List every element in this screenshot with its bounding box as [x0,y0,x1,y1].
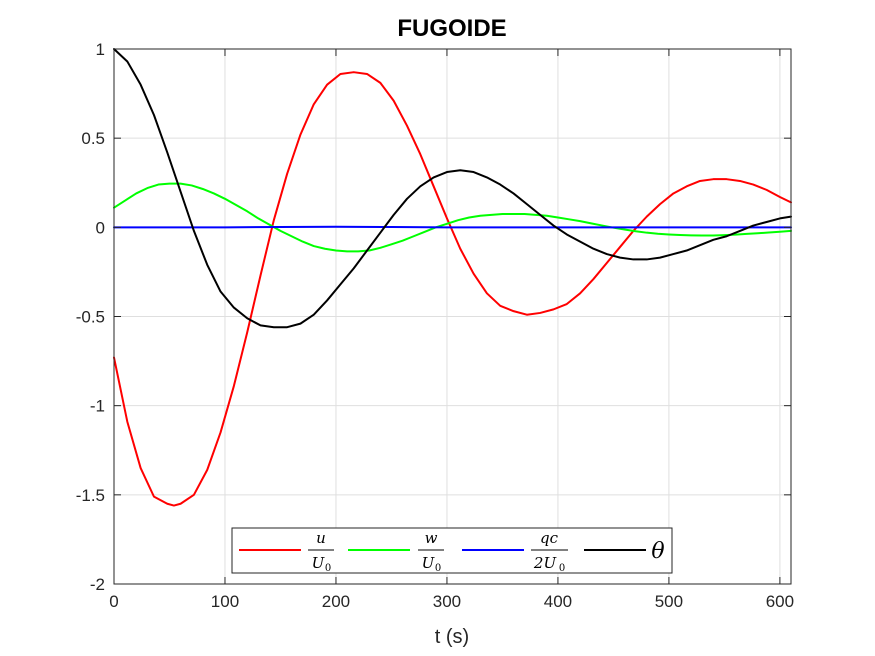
series-line-2 [113,225,792,229]
x-tick-label-500: 500 [655,592,683,611]
x-tick-label-400: 400 [544,592,572,611]
legend-u-denominator: U [312,554,326,572]
series-layer [113,48,792,507]
legend: u U 0 w U 0 qc 2U 0 θ [231,527,673,574]
y-tick-label-0: 0 [96,218,105,237]
ticks [113,48,791,585]
legend-w-denominator-sub: 0 [435,563,441,574]
series-line-1 [113,182,792,253]
x-tick-label-200: 200 [322,592,350,611]
legend-u-numerator: u [316,529,326,547]
legend-q-denominator: 2U [533,554,558,572]
legend-w-denominator: U [422,554,436,572]
series-line-3 [113,48,792,329]
x-tick-label-0: 0 [109,592,118,611]
y-tick-label--0.5: -0.5 [76,308,105,327]
y-tick-label--1.5: -1.5 [76,486,105,505]
chart-title: FUGOIDE [397,15,506,42]
legend-w-numerator: w [425,529,438,547]
x-tick-label-100: 100 [211,592,239,611]
legend-q-numerator: qc [540,529,559,547]
y-tick-label-0.5: 0.5 [81,129,105,148]
x-tick-label-600: 600 [766,592,794,611]
y-tick-label-1: 1 [96,40,105,59]
legend-u-denominator-sub: 0 [325,563,331,574]
tick-labels: 0 100 200 300 400 500 600 -2 -1.5 -1 -0.5 0 0.5 1 [76,40,794,611]
legend-theta-symbol: θ [651,539,664,564]
x-tick-label-300: 300 [433,592,461,611]
legend-q-denominator-sub: 0 [559,563,565,574]
series-line-0 [113,71,792,507]
x-axis-label: t (s) [435,626,469,648]
y-tick-label--1: -1 [90,397,105,416]
y-tick-label--2: -2 [90,575,105,594]
